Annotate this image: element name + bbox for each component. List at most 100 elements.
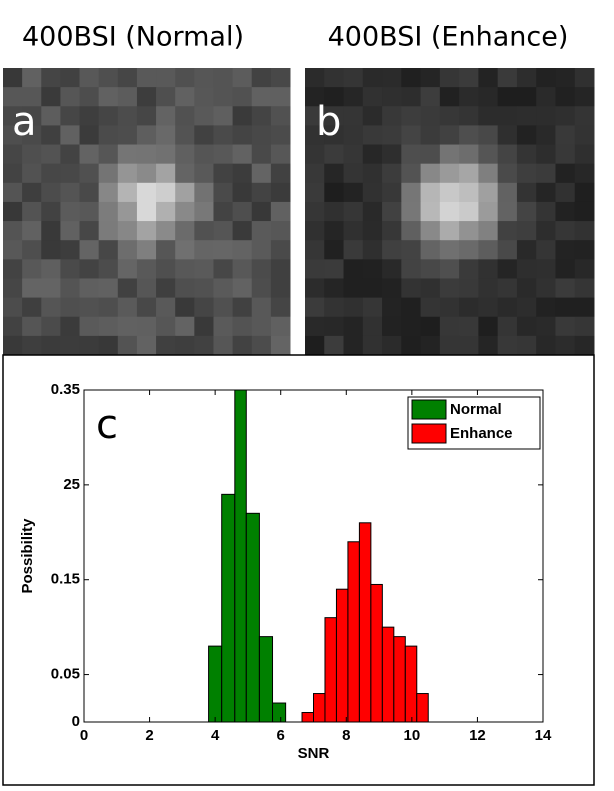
pixel (79, 221, 100, 241)
pixel (136, 106, 157, 126)
pixel (343, 240, 364, 260)
pixel (555, 259, 576, 279)
pixel (343, 68, 364, 88)
pixel (382, 297, 402, 318)
pixel (98, 278, 119, 299)
pixel (439, 221, 460, 241)
bar (324, 617, 337, 723)
pixel (60, 259, 81, 279)
pixel (516, 240, 537, 260)
pixel (536, 297, 556, 318)
pixel (98, 259, 119, 279)
pixel (213, 259, 234, 279)
pixel (343, 182, 364, 203)
pixel (574, 221, 595, 241)
pixel (213, 106, 234, 126)
pixel (136, 221, 157, 241)
pixel (439, 316, 460, 337)
pixel (382, 335, 402, 356)
pixel (156, 144, 176, 165)
pixel (60, 125, 81, 146)
pixel (98, 182, 119, 203)
pixel (478, 278, 499, 299)
pixel (22, 221, 42, 241)
pixel (79, 163, 100, 184)
x-tick-label: 12 (469, 727, 486, 744)
pixel (382, 259, 402, 279)
pixel (459, 163, 479, 184)
pixel (270, 163, 291, 184)
pixel (41, 106, 61, 126)
pixel (324, 87, 345, 107)
pixel (420, 316, 441, 337)
pixel (459, 68, 479, 88)
panel-label: c (96, 402, 118, 448)
pixel (251, 240, 272, 260)
pixel (401, 297, 422, 318)
pixel (574, 87, 595, 107)
pixel (420, 182, 441, 203)
pixel (459, 297, 479, 318)
pixel (41, 297, 61, 318)
pixel (156, 221, 176, 241)
bar (234, 389, 247, 723)
pixel (516, 278, 537, 299)
pixel (22, 87, 42, 107)
pixel (420, 125, 441, 146)
pixel (251, 125, 272, 146)
pixel (213, 68, 234, 88)
pixel (439, 68, 460, 88)
pixel (270, 106, 291, 126)
pixel (439, 182, 460, 203)
pixel (156, 297, 176, 318)
pixel (136, 87, 157, 107)
pixel (213, 335, 234, 356)
pixel (362, 87, 383, 107)
pixel (439, 240, 460, 260)
pixel (117, 297, 138, 318)
pixel (136, 335, 157, 356)
pixel (117, 87, 138, 107)
pixel (136, 278, 157, 299)
pixel (175, 68, 195, 88)
pixel (194, 335, 214, 356)
pixel (324, 335, 345, 356)
pixel (536, 87, 556, 107)
pixel (439, 87, 460, 107)
pixel (401, 106, 422, 126)
pixel (459, 182, 479, 203)
pixel (3, 297, 23, 318)
pixel (41, 316, 61, 337)
pixel (156, 259, 176, 279)
pixel (270, 278, 291, 299)
pixel (459, 316, 479, 337)
pixel (117, 278, 138, 299)
pixel (79, 316, 100, 337)
pixel (362, 68, 383, 88)
pixel (22, 182, 42, 203)
pixel (213, 144, 234, 165)
pixel (41, 240, 61, 260)
pixel (232, 221, 253, 241)
pixel (478, 316, 499, 337)
pixel (136, 201, 157, 222)
pixel (194, 68, 214, 88)
pixel (117, 221, 138, 241)
pixel (60, 144, 81, 165)
pixel (439, 163, 460, 184)
pixel (536, 201, 556, 222)
pixel (98, 335, 119, 356)
pixel (156, 87, 176, 107)
pixel (270, 335, 291, 356)
pixel (439, 259, 460, 279)
pixel (98, 163, 119, 184)
pixel (536, 182, 556, 203)
pixel (516, 297, 537, 318)
pixel (60, 201, 81, 222)
pixel (41, 144, 61, 165)
pixel (232, 163, 253, 184)
pixel (555, 316, 576, 337)
pixel (117, 335, 138, 356)
pixel (270, 87, 291, 107)
